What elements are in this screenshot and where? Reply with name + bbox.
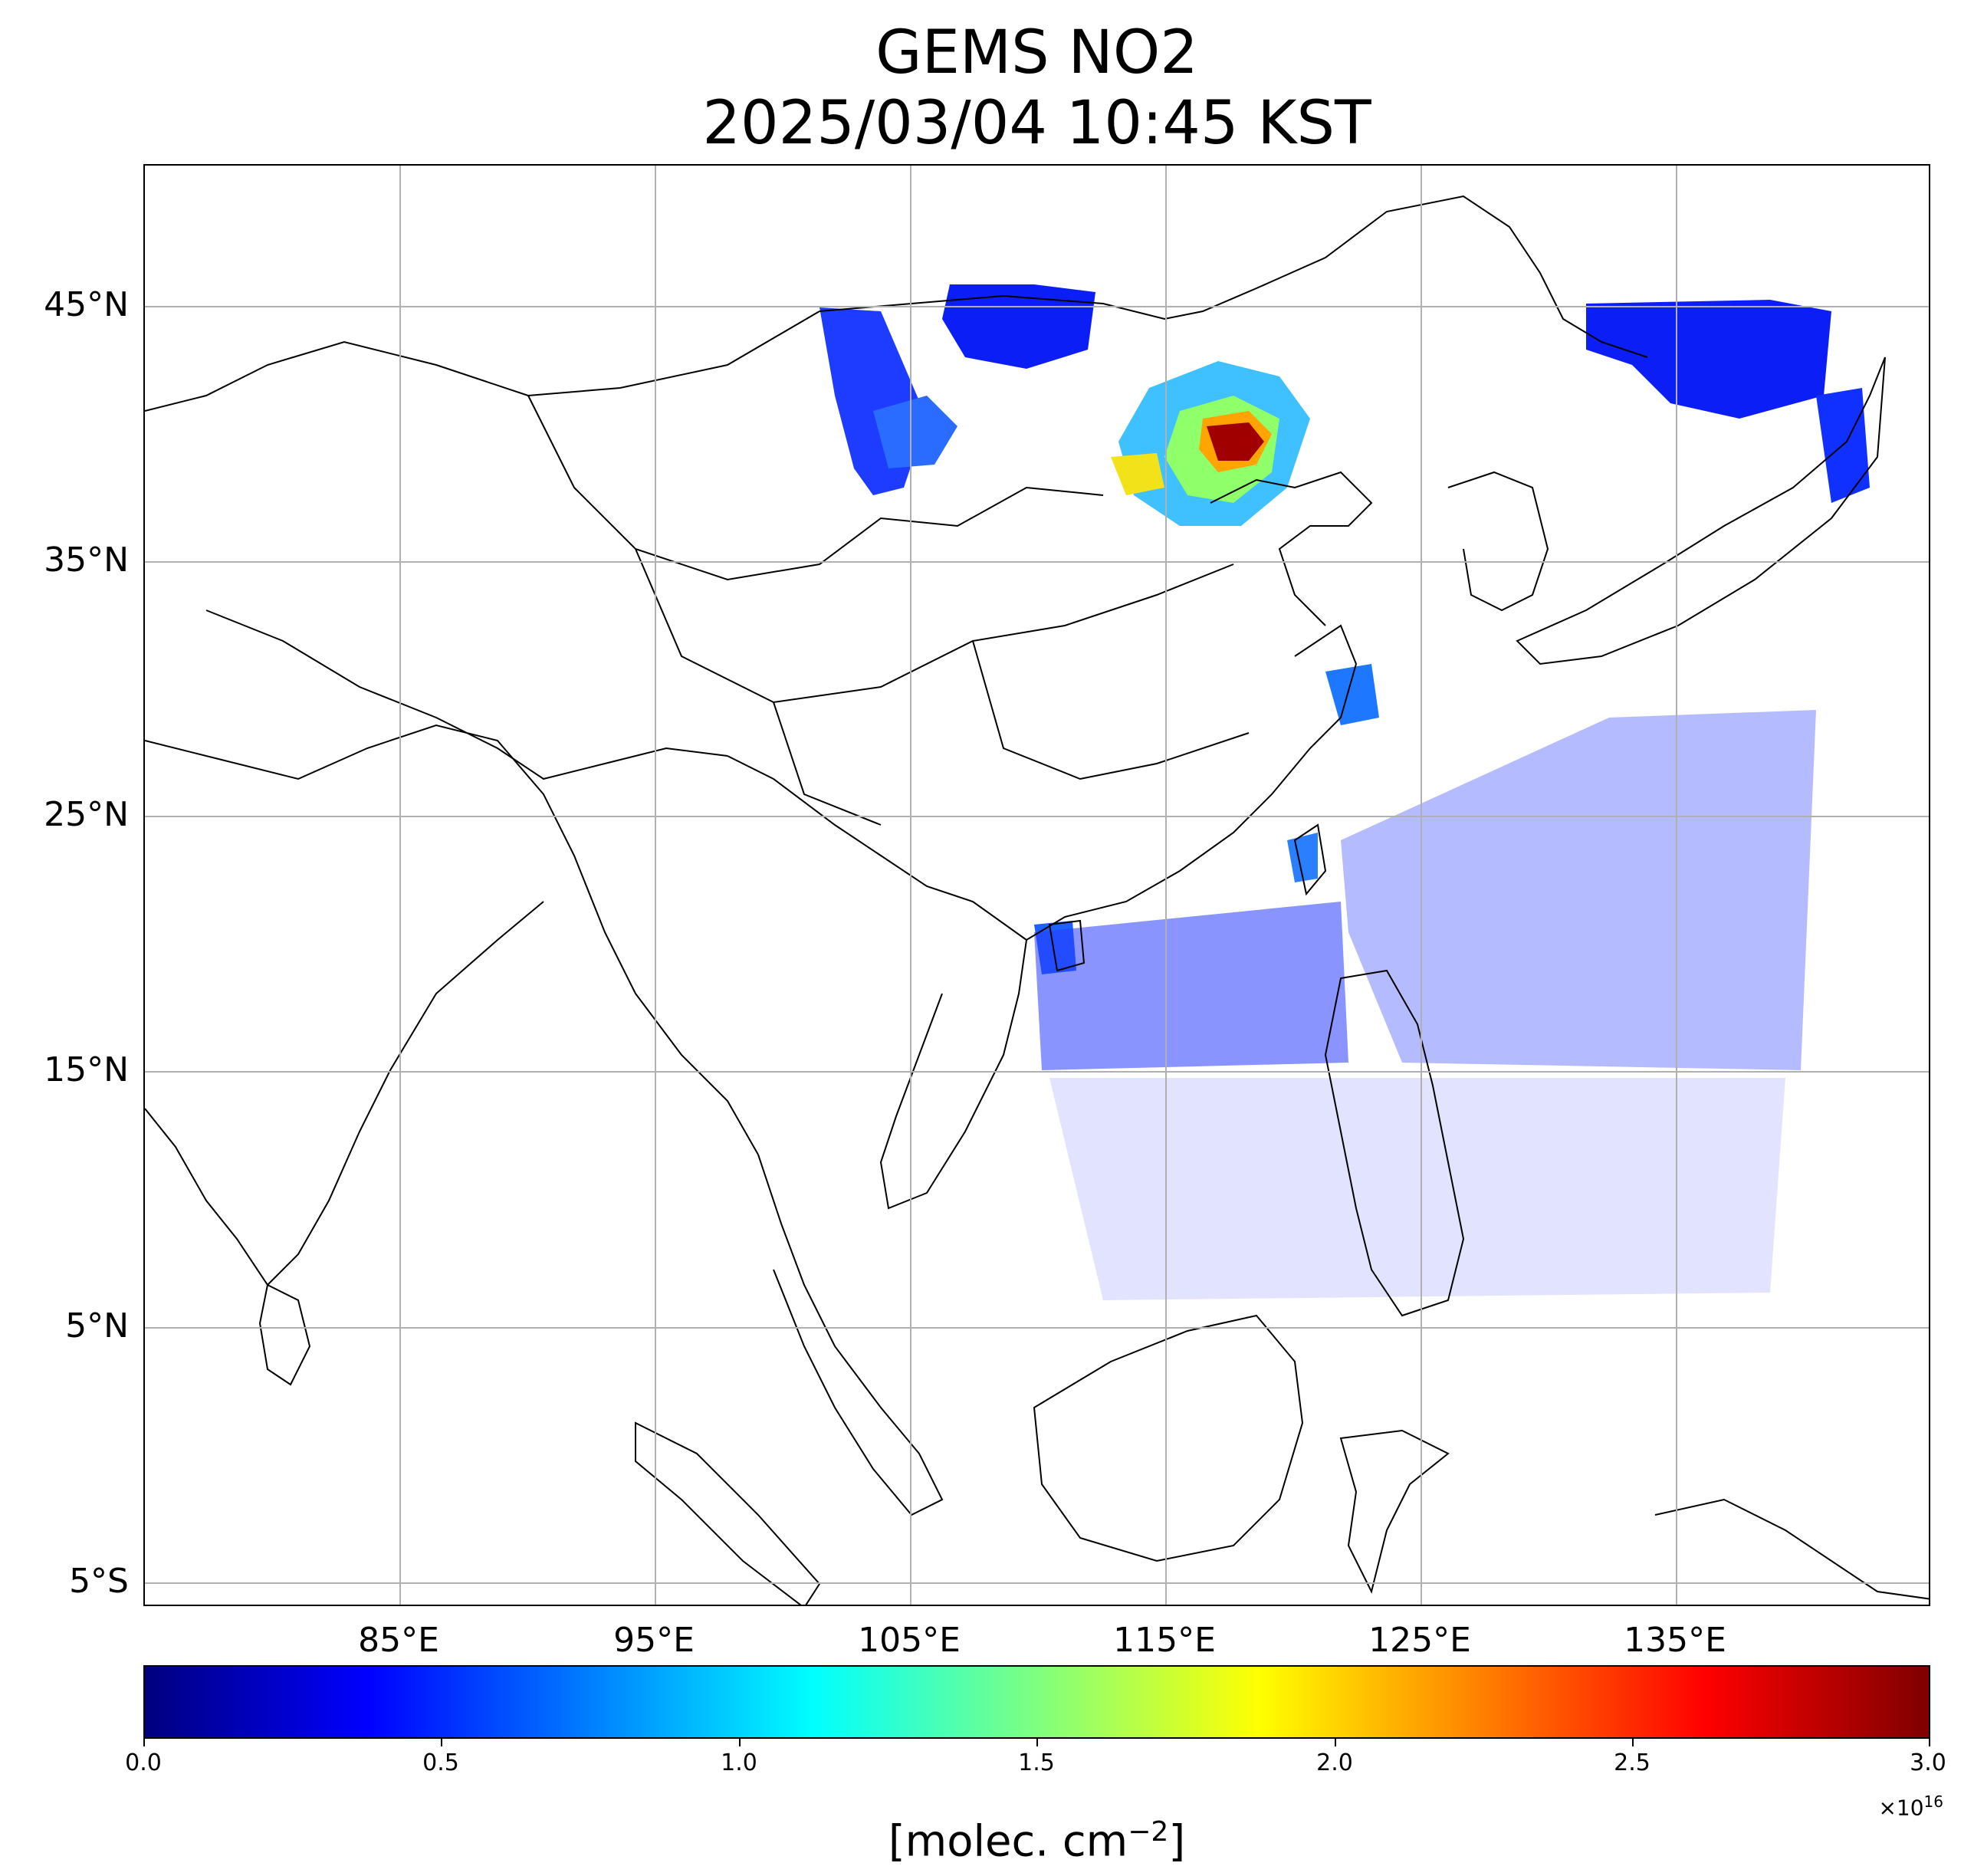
coastline-sulawesi: [1339, 1429, 1450, 1594]
coastline-hainan: [1048, 919, 1086, 972]
lon-label-95e: 95°E: [613, 1621, 695, 1660]
coastlines-and-borders: [145, 195, 1929, 1605]
colorbar-tick: [1036, 1739, 1038, 1746]
coastline-borneo: [1033, 1314, 1304, 1562]
province-borders-china: [527, 395, 1250, 826]
graticule: [145, 166, 1929, 1605]
coastline-philippines: [1324, 969, 1465, 1317]
coastline-sumatra: [635, 1421, 821, 1605]
coastline-india-east: [145, 901, 544, 1286]
colorbar-tick: [1632, 1739, 1634, 1746]
colorbar-tick-label: 0.0: [125, 1750, 162, 1776]
colorbar-exponent-base: ×10: [1878, 1795, 1924, 1821]
colorbar-tick-label: 3.0: [1910, 1750, 1946, 1776]
colorbar-unit-label: [molec. cm−2]: [143, 1809, 1930, 1865]
coastline-indochina: [879, 939, 1027, 1210]
coastline-new-guinea: [1654, 1498, 1929, 1600]
colorbar-exponent-power: 16: [1923, 1792, 1943, 1811]
colorbar-tick-label: 2.0: [1316, 1750, 1353, 1776]
coastline-taiwan: [1293, 823, 1327, 896]
map-title: GEMS NO2: [875, 18, 1198, 87]
lat-label-5n: 5°N: [65, 1306, 129, 1345]
no2-pacific-scatter-west-pacific: [1341, 710, 1816, 1070]
map-subtitle-timestamp: 2025/03/04 10:45 KST: [702, 89, 1371, 158]
no2-beijing-tianjin-max: [1207, 422, 1264, 461]
colorbar-tick-label: 2.5: [1614, 1750, 1650, 1776]
lon-label-125e: 125°E: [1368, 1621, 1471, 1660]
no2-swath-mongolia-central: [942, 284, 1095, 369]
lon-label-135e: 135°E: [1624, 1621, 1726, 1660]
colorbar-tick-label: 1.5: [1018, 1750, 1055, 1776]
lat-label-5s: 5°S: [69, 1562, 129, 1601]
lon-label-115e: 115°E: [1113, 1621, 1216, 1660]
no2-retrieval-layer: [819, 284, 1870, 1300]
colorbar-tick: [143, 1739, 145, 1746]
colorbar: [143, 1665, 1930, 1739]
coastline-korea: [1447, 471, 1549, 612]
lon-label-105e: 105°E: [858, 1621, 961, 1660]
lat-label-25n: 25°N: [44, 795, 129, 834]
no2-shanghai-patch: [1325, 664, 1379, 725]
border-himalaya: [205, 609, 728, 780]
no2-shanxi-patch: [1111, 453, 1164, 495]
border-indochina-north: [727, 755, 1027, 941]
colorbar-tick: [1335, 1739, 1336, 1746]
border-china-north: [819, 195, 1648, 358]
border-china-west: [145, 310, 820, 412]
lon-label-85e: 85°E: [358, 1621, 439, 1660]
colorbar-tick-label: 0.5: [422, 1750, 459, 1776]
colorbar-tick: [1929, 1739, 1930, 1746]
colorbar-tick-label: 1.0: [721, 1750, 757, 1776]
coastline-bay-of-bengal: [145, 724, 759, 1155]
coastline-japan: [1516, 356, 1886, 665]
no2-swath-manchuria: [1586, 300, 1831, 419]
map-canvas: [145, 166, 1929, 1605]
no2-patch-inner-mongolia: [873, 396, 957, 468]
colorbar-tick: [441, 1739, 442, 1746]
colorbar-tick: [739, 1739, 741, 1746]
map-panel: [143, 164, 1930, 1606]
coastline-bohai: [1210, 471, 1373, 626]
lat-label-45n: 45°N: [44, 285, 129, 324]
no2-pacific-scatter-lower: [1049, 1078, 1785, 1300]
no2-taiwan-patch: [1287, 833, 1318, 882]
lat-label-15n: 15°N: [44, 1050, 129, 1089]
colorbar-exponent: ×1016: [1878, 1790, 1943, 1819]
colorbar-unit-suffix: ]: [1168, 1816, 1186, 1867]
coastline-china-east: [1026, 624, 1358, 941]
colorbar-unit-power: −2: [1128, 1816, 1169, 1848]
coastline-sri-lanka: [258, 1283, 311, 1386]
coastline-malay-peninsula: [757, 1154, 944, 1516]
lat-label-35n: 35°N: [44, 540, 129, 580]
no2-pacific-scatter-south-china-sea: [1034, 902, 1348, 1070]
colorbar-unit-prefix: [molec. cm: [888, 1816, 1128, 1867]
